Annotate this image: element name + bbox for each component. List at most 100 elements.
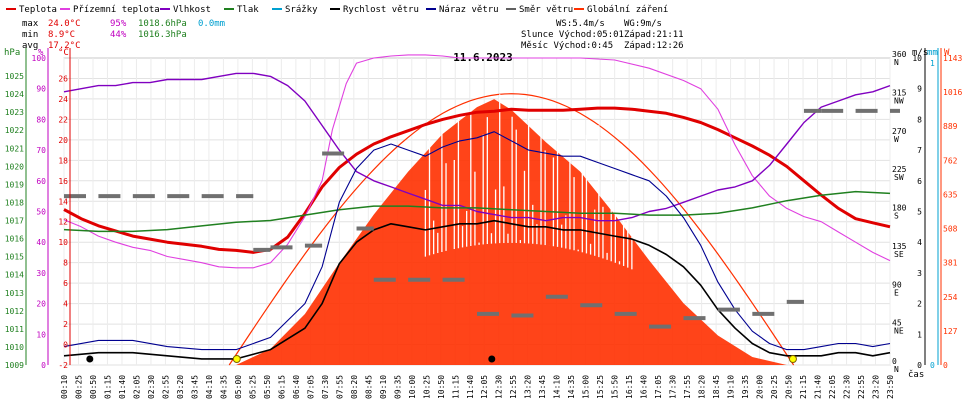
radiation-tick-label: 635 xyxy=(943,190,958,199)
x-tick-label: 02:55 xyxy=(161,375,170,399)
pressure-tick-label: 1014 xyxy=(5,271,24,280)
legend-label: Vlhkost xyxy=(173,5,211,15)
radiation-layer xyxy=(228,93,795,366)
radiation-tick-label: 1143 xyxy=(943,54,962,63)
stat-avg-temp: 17.2°C xyxy=(48,41,81,51)
wind-speed-tick-label: 7 xyxy=(917,146,922,155)
temperature-tick-label: 2 xyxy=(63,320,68,329)
wind-direction-letter: E xyxy=(894,288,899,297)
radiation-tick-label: 889 xyxy=(943,122,958,131)
x-tick-label: 08:20 xyxy=(350,375,359,399)
radiation-tick-label: 0 xyxy=(943,361,948,370)
x-tick-label: 02:05 xyxy=(132,375,141,399)
stat-min-hum: 44% xyxy=(110,30,127,40)
pressure-tick-label: 1015 xyxy=(5,253,24,262)
pressure-tick-label: 1022 xyxy=(5,126,24,135)
wind-direction-letter: SW xyxy=(894,173,904,182)
wind-direction-letter: NW xyxy=(894,96,904,105)
stat-max-rain: 0.0mm xyxy=(198,19,225,29)
temperature-axis-unit: °C xyxy=(58,48,69,58)
x-tick-label: 06:15 xyxy=(277,375,286,399)
x-tick-label: 07:55 xyxy=(335,375,344,399)
x-tick-label: 11:15 xyxy=(451,375,460,399)
info-block: WS:5.4m/s WG:9m/s Slunce Východ:05:01 Zá… xyxy=(521,19,684,51)
wind-speed-tick-label: 2 xyxy=(917,300,922,309)
radiation-tick-label: 127 xyxy=(943,327,958,336)
temperature-tick-label: 6 xyxy=(63,279,68,288)
stat-max-temp: 24.0°C xyxy=(48,19,81,29)
x-tick-label: 22:55 xyxy=(857,375,866,399)
temperature-tick-label: 18 xyxy=(58,156,68,165)
x-tick-label: 17:30 xyxy=(669,375,678,399)
x-tick-label: 05:50 xyxy=(263,375,272,399)
x-tick-label: 03:45 xyxy=(190,375,199,399)
x-tick-label: 04:10 xyxy=(205,375,214,399)
x-tick-label: 17:05 xyxy=(654,375,663,399)
humidity-tick-label: 10 xyxy=(36,330,46,339)
x-tick-label: 09:35 xyxy=(393,375,402,399)
wind-speed-tick-label: 0 xyxy=(917,361,922,370)
temperature-tick-label: 10 xyxy=(58,238,68,247)
sunrise-marker xyxy=(232,355,241,363)
x-tick-label: 10:00 xyxy=(408,375,417,399)
humidity-tick-label: 70 xyxy=(36,146,46,155)
x-tick-label: 14:35 xyxy=(567,375,576,399)
moonset-marker xyxy=(488,355,496,363)
info-moon-set: Západ:12:26 xyxy=(624,41,684,51)
wind-direction-letter: W xyxy=(894,135,899,144)
x-tick-label: 13:45 xyxy=(538,375,547,399)
legend-label: Přízemní teplota xyxy=(73,5,160,15)
temperature-tick-label: 22 xyxy=(58,115,68,124)
x-tick-label: 05:00 xyxy=(234,375,243,399)
humidity-axis-unit: % xyxy=(38,48,44,58)
humidity-tick-label: 0 xyxy=(41,361,46,370)
humidity-tick-label: 60 xyxy=(36,177,46,186)
temperature-tick-label: 4 xyxy=(63,300,68,309)
x-tick-label: 04:35 xyxy=(219,375,228,399)
wind-speed-unit: m/s xyxy=(912,48,928,58)
x-tick-label: 14:10 xyxy=(553,375,562,399)
pressure-tick-label: 1018 xyxy=(5,198,24,207)
info-sun-set: Západ:21:11 xyxy=(624,30,684,40)
temperature-tick-label: 8 xyxy=(63,259,68,268)
x-tick-label: 12:30 xyxy=(495,375,504,399)
legend: Teplota Přízemní teplota Vlhkost Tlak Srážky… xyxy=(6,5,668,15)
humidity-tick-label: 20 xyxy=(36,300,46,309)
x-tick-label: 23:20 xyxy=(872,375,881,399)
axes-layer: hPa1009101010111012101310141015101610171… xyxy=(4,48,962,399)
wind-speed-tick-label: 1 xyxy=(917,330,922,339)
wind-direction-tick-label: 315 xyxy=(892,88,907,97)
pressure-tick-label: 1012 xyxy=(5,307,24,316)
temperature-tick-label: -2 xyxy=(58,361,68,370)
temperature-tick-label: 12 xyxy=(58,218,68,227)
x-tick-label: 20:00 xyxy=(756,375,765,399)
legend-label: Směr větru xyxy=(519,5,573,15)
wind-speed-tick-label: 9 xyxy=(917,85,922,94)
radiation-tick-label: 381 xyxy=(943,259,958,268)
x-tick-label: 00:25 xyxy=(74,375,83,399)
legend-label: Teplota xyxy=(19,5,57,15)
x-tick-label: 21:15 xyxy=(799,375,808,399)
x-tick-label: 22:30 xyxy=(843,375,852,399)
x-tick-label: 10:25 xyxy=(422,375,431,399)
x-tick-label: 20:25 xyxy=(770,375,779,399)
x-axis-label: čas xyxy=(908,369,924,380)
temperature-tick-label: 16 xyxy=(58,177,68,186)
pressure-tick-label: 1021 xyxy=(5,144,24,153)
stat-min-label: min xyxy=(22,30,38,40)
wind-direction-tick-label: 225 xyxy=(892,165,907,174)
series-line xyxy=(63,72,891,222)
x-tick-label: 21:40 xyxy=(814,375,823,399)
humidity-tick-label: 90 xyxy=(36,85,46,94)
moonrise-marker xyxy=(86,355,94,363)
x-tick-label: 13:20 xyxy=(524,375,533,399)
wind-direction-tick-label: 135 xyxy=(892,242,907,251)
stat-min-temp: 8.9°C xyxy=(48,30,75,40)
legend-label: Tlak xyxy=(237,5,259,15)
series-line xyxy=(63,219,891,360)
pressure-tick-label: 1025 xyxy=(5,72,24,81)
temperature-tick-label: 26 xyxy=(58,74,68,83)
temperature-tick-label: 0 xyxy=(63,341,68,350)
x-tick-label: 22:05 xyxy=(828,375,837,399)
pressure-tick-label: 1020 xyxy=(5,162,24,171)
